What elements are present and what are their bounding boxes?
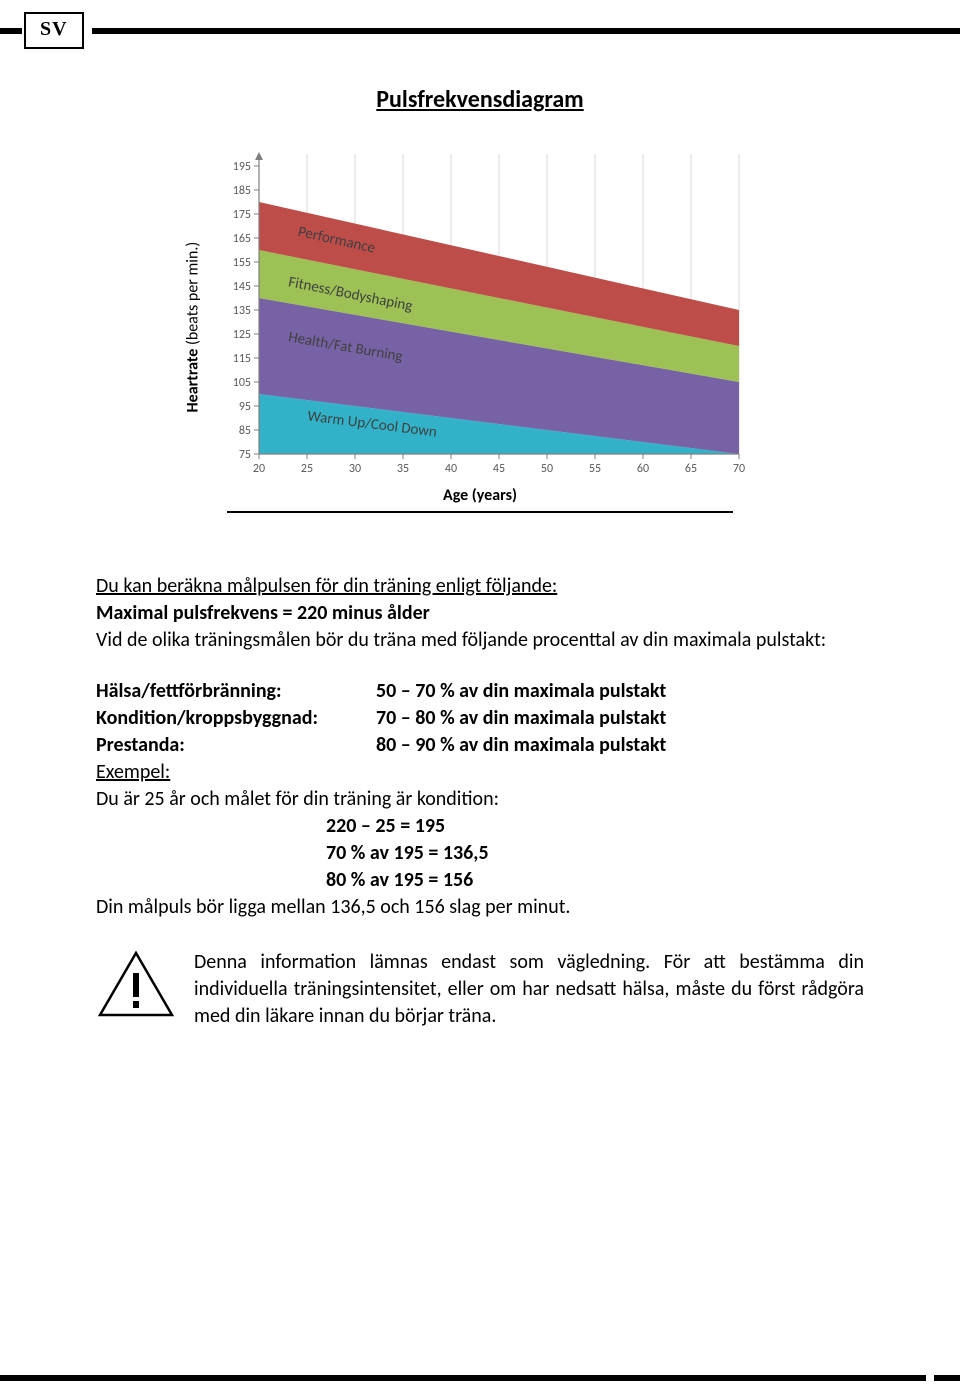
svg-text:40: 40	[445, 462, 457, 476]
svg-text:75: 75	[239, 448, 251, 462]
zone-row: Hälsa/fettförbränning: 50 – 70 % av din …	[96, 678, 864, 705]
chart-container: Heartrate (beats per min.) Warm Up/Cool …	[96, 144, 864, 513]
footer-bar	[0, 1375, 960, 1381]
svg-text:115: 115	[233, 352, 251, 366]
svg-text:145: 145	[233, 280, 251, 294]
svg-text:135: 135	[233, 304, 251, 318]
footer-rule	[0, 1375, 926, 1381]
pulse-chart: Warm Up/Cool DownHealth/Fat BurningFitne…	[207, 144, 753, 480]
example-calculations: 220 – 25 = 195 70 % av 195 = 136,5 80 % …	[326, 813, 864, 894]
svg-text:50: 50	[541, 462, 553, 476]
page-content: Pulsfrekvensdiagram Heartrate (beats per…	[96, 85, 864, 1030]
svg-text:85: 85	[239, 424, 251, 438]
calc-line: 220 – 25 = 195	[326, 813, 864, 840]
svg-text:185: 185	[233, 184, 251, 198]
svg-text:30: 30	[349, 462, 361, 476]
svg-text:105: 105	[233, 376, 251, 390]
zone-label: Kondition/kroppsbyggnad:	[96, 705, 376, 732]
example-result: Din målpuls bör ligga mellan 136,5 och 1…	[96, 894, 864, 921]
svg-text:165: 165	[233, 232, 251, 246]
svg-text:95: 95	[239, 400, 251, 414]
page-title: Pulsfrekvensdiagram	[96, 85, 864, 114]
zone-label: Prestanda:	[96, 732, 376, 759]
zone-value: 50 – 70 % av din maximala pulstakt	[376, 678, 666, 705]
svg-text:155: 155	[233, 256, 251, 270]
example-intro: Du är 25 år och målet för din träning är…	[96, 786, 864, 813]
header-bar: SV	[0, 12, 960, 49]
calc-line: 80 % av 195 = 156	[326, 867, 864, 894]
svg-text:35: 35	[397, 462, 409, 476]
svg-text:70: 70	[733, 462, 745, 476]
warning-block: Denna information lämnas endast som vägl…	[96, 949, 864, 1030]
language-code-box: SV	[24, 12, 84, 49]
example-label: Exempel:	[96, 759, 864, 786]
chart-underline	[227, 511, 733, 513]
svg-text:25: 25	[301, 462, 313, 476]
svg-text:175: 175	[233, 208, 251, 222]
svg-text:65: 65	[685, 462, 697, 476]
zone-row: Prestanda: 80 – 90 % av din maximala pul…	[96, 732, 864, 759]
footer-notch	[934, 1375, 960, 1381]
calc-line: 70 % av 195 = 136,5	[326, 840, 864, 867]
svg-text:45: 45	[493, 462, 505, 476]
zone-value: 80 – 90 % av din maximala pulstakt	[376, 732, 666, 759]
header-rule	[92, 28, 960, 34]
zone-label: Hälsa/fettförbränning:	[96, 678, 376, 705]
svg-text:195: 195	[233, 160, 251, 174]
svg-text:60: 60	[637, 462, 649, 476]
zone-row: Kondition/kroppsbyggnad: 70 – 80 % av di…	[96, 705, 864, 732]
warning-text: Denna information lämnas endast som vägl…	[194, 949, 864, 1030]
svg-text:55: 55	[589, 462, 601, 476]
zone-value: 70 – 80 % av din maximala pulstakt	[376, 705, 666, 732]
intro-line1: Du kan beräkna målpulsen för din träning…	[96, 573, 864, 600]
header-notch	[0, 28, 22, 34]
body-text: Du kan beräkna målpulsen för din träning…	[96, 573, 864, 1030]
intro-line3: Vid de olika träningsmålen bör du träna …	[96, 627, 864, 654]
svg-text:125: 125	[233, 328, 251, 342]
zones-table: Hälsa/fettförbränning: 50 – 70 % av din …	[96, 678, 864, 921]
intro-line2: Maximal pulsfrekvens = 220 minus ålder	[96, 600, 864, 627]
svg-text:20: 20	[253, 462, 265, 476]
y-axis-title: Heartrate (beats per min.)	[184, 241, 203, 412]
warning-icon	[96, 949, 176, 1019]
x-axis-title: Age (years)	[207, 486, 753, 505]
